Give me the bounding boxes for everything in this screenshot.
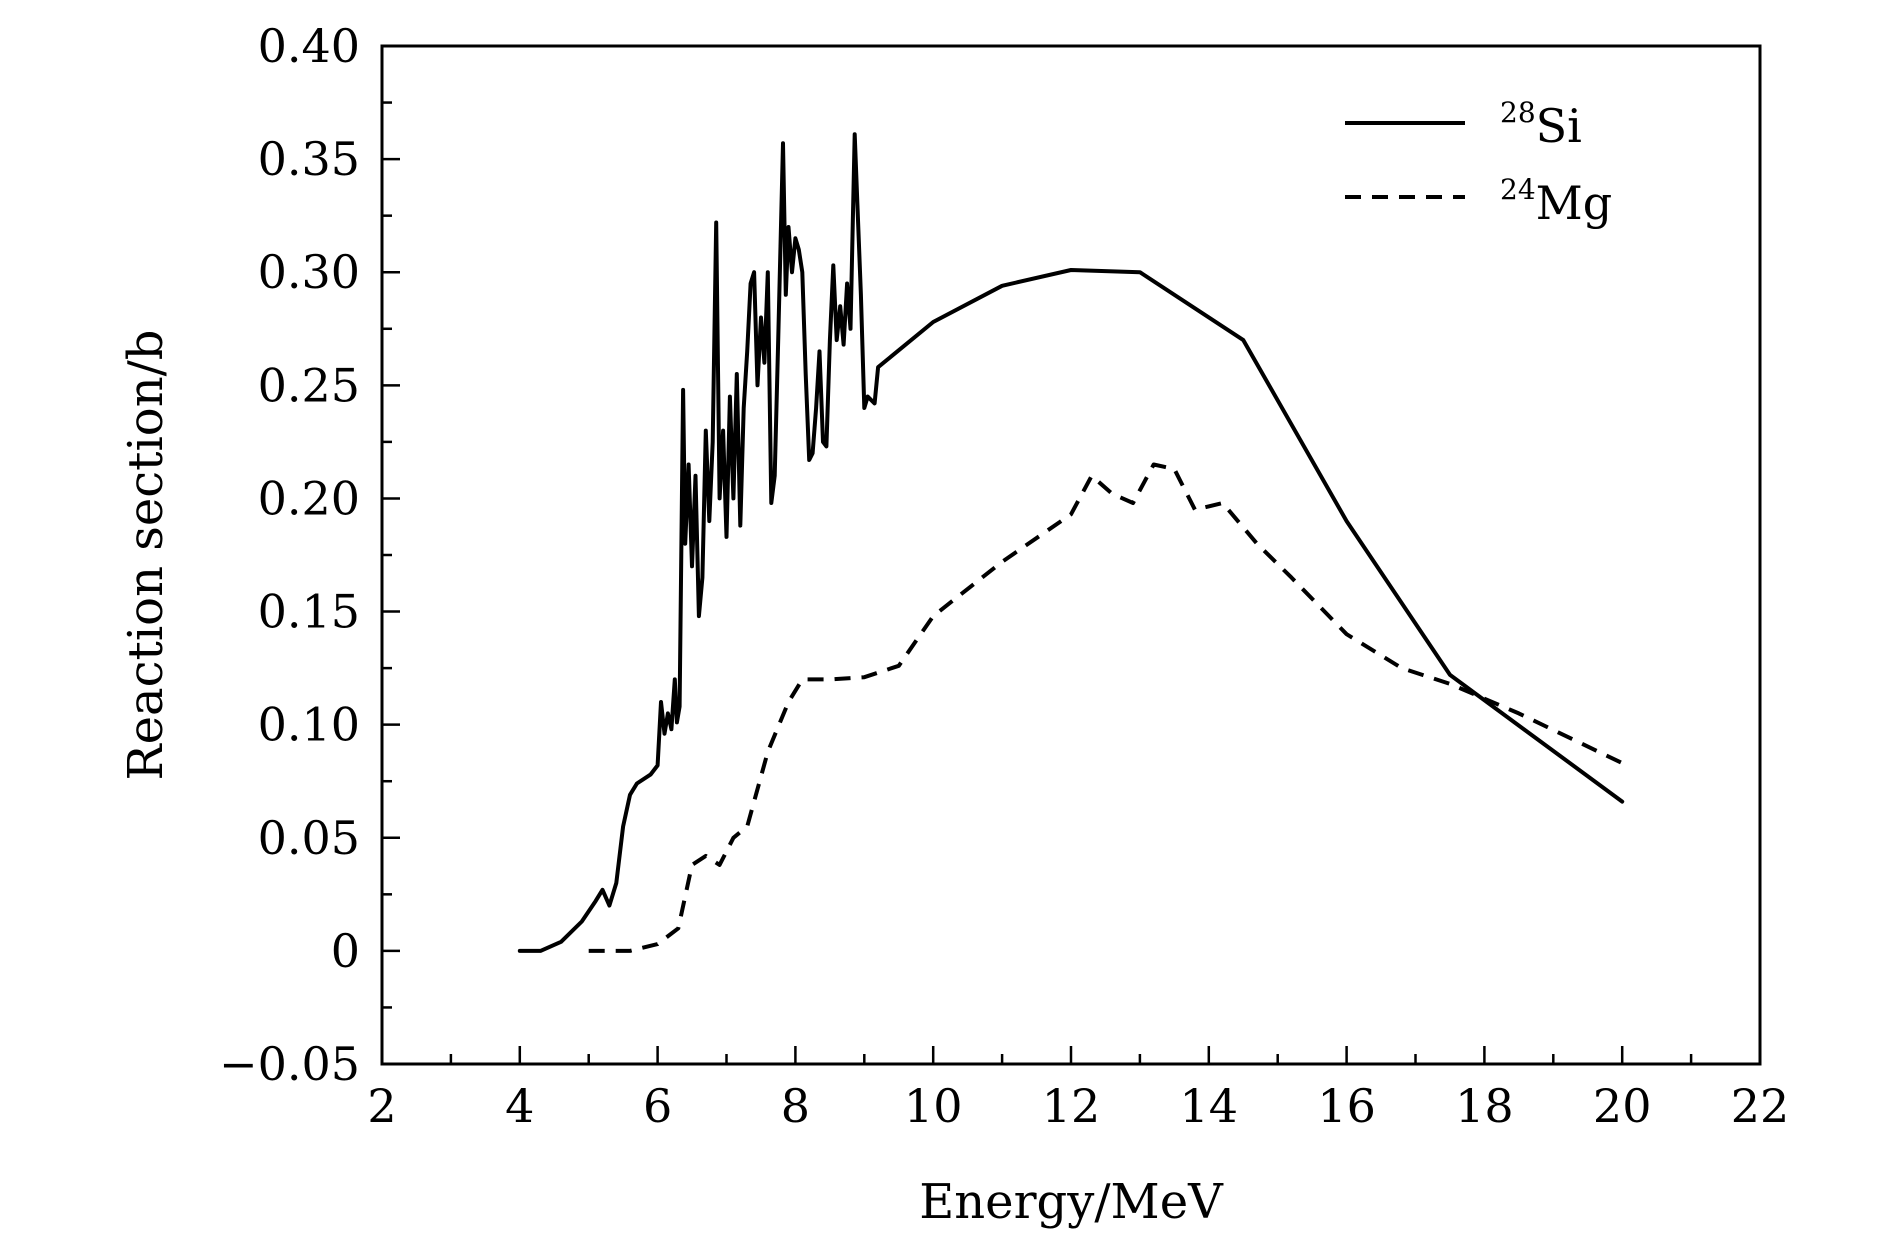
x-tick-label: 20: [1593, 1079, 1652, 1133]
y-axis-title: Reaction section/b: [118, 329, 174, 780]
x-tick-label: 4: [505, 1079, 534, 1133]
y-tick-label: 0.25: [258, 358, 360, 412]
x-axis-ticks: 2 4 6 8 10 12 14 16 18 20 22: [367, 1046, 1789, 1133]
legend-label-28si: 28Si: [1500, 96, 1582, 153]
y-tick-label: 0.10: [258, 698, 360, 752]
x-tick-label: 14: [1180, 1079, 1239, 1133]
y-tick-label: 0.35: [258, 132, 360, 186]
y-tick-label: 0.15: [258, 585, 360, 639]
x-tick-label: 16: [1317, 1079, 1376, 1133]
x-axis-title: Energy/MeV: [919, 1174, 1224, 1229]
x-tick-label: 10: [904, 1079, 963, 1133]
x-tick-label: 2: [367, 1079, 396, 1133]
y-tick-label: 0.40: [258, 19, 360, 73]
y-tick-label: 0.30: [258, 245, 360, 299]
x-tick-label: 22: [1731, 1079, 1790, 1133]
series-line-24mg: [588, 462, 1624, 953]
series-line-28si: [517, 132, 1625, 953]
y-tick-label: 0: [331, 924, 360, 978]
y-tick-label: 0.20: [258, 471, 360, 525]
y-tick-label: 0.05: [258, 811, 360, 865]
y-axis-ticks: −0.05 0 0.05 0.10 0.15 0.20 0.25 0.30 0.35 0.40: [219, 19, 400, 1091]
legend: 28Si 24Mg: [1345, 96, 1612, 230]
x-tick-label: 18: [1455, 1079, 1514, 1133]
legend-label-24mg: 24Mg: [1500, 173, 1612, 230]
series-layer: [517, 132, 1625, 953]
x-tick-label: 6: [643, 1079, 672, 1133]
y-tick-label: −0.05: [219, 1037, 360, 1091]
x-tick-label: 8: [781, 1079, 810, 1133]
x-tick-label: 12: [1042, 1079, 1101, 1133]
